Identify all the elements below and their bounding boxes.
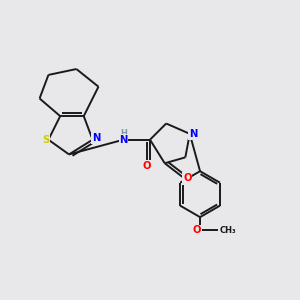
Text: O: O (143, 161, 151, 171)
Text: N: N (189, 129, 197, 139)
Text: N: N (119, 135, 128, 145)
Text: H: H (120, 129, 127, 138)
Text: S: S (42, 135, 49, 145)
Text: CH₃: CH₃ (219, 226, 236, 235)
Text: O: O (192, 225, 201, 236)
Text: O: O (183, 173, 192, 183)
Text: N: N (92, 133, 100, 143)
